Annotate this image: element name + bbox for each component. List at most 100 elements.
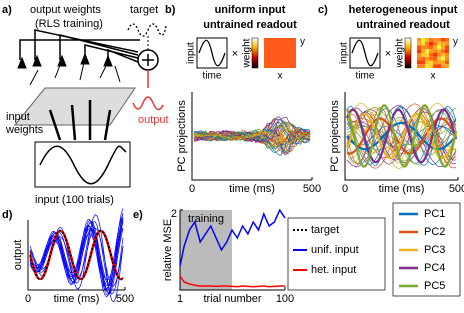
trace bbox=[346, 110, 457, 161]
weight-map bbox=[421, 60, 425, 65]
inset-sine bbox=[351, 39, 379, 67]
x-axis-label: time (ms) bbox=[229, 183, 275, 195]
panel-label: c) bbox=[318, 4, 328, 16]
weight-map bbox=[445, 45, 449, 50]
weight-map bbox=[445, 49, 449, 53]
panel-label: b) bbox=[165, 4, 176, 16]
inset-label: × bbox=[232, 48, 238, 60]
trace bbox=[193, 125, 311, 155]
inset-label: weight bbox=[242, 38, 253, 68]
weight-map bbox=[429, 64, 433, 68]
trace bbox=[346, 121, 457, 152]
y-axis-label: PC projections bbox=[176, 100, 188, 172]
trace bbox=[346, 102, 457, 169]
trace bbox=[345, 108, 458, 164]
trace bbox=[346, 113, 457, 159]
panel-label: d) bbox=[2, 209, 13, 221]
x-tick-label: 0 bbox=[189, 183, 195, 195]
legend-label: PC5 bbox=[424, 280, 445, 292]
inset-label: input bbox=[339, 42, 350, 64]
trace bbox=[29, 215, 124, 290]
weight-map bbox=[421, 56, 425, 61]
x-axis-label: time (ms) bbox=[379, 183, 425, 195]
inset-label: × bbox=[385, 48, 391, 60]
weight-map bbox=[445, 64, 449, 68]
weight-map bbox=[441, 53, 445, 57]
text: output bbox=[138, 114, 169, 126]
panel-subtitle: untrained readout bbox=[203, 19, 297, 31]
weight-map bbox=[417, 60, 421, 65]
weight-map bbox=[441, 56, 445, 61]
weight-map bbox=[417, 49, 421, 53]
inset-label: x bbox=[278, 71, 283, 82]
shade-label: training bbox=[188, 213, 224, 225]
weight-map bbox=[437, 41, 441, 46]
legend-label: unif. input bbox=[311, 244, 359, 256]
weight-map bbox=[429, 49, 433, 53]
weight-map bbox=[441, 38, 445, 42]
x-axis-label: time (ms) bbox=[54, 293, 100, 305]
weight-map bbox=[437, 38, 441, 42]
weight-map bbox=[421, 53, 425, 57]
inset-label: y bbox=[453, 37, 458, 48]
weight-map bbox=[433, 60, 437, 65]
line bbox=[179, 208, 286, 267]
panel-label: a) bbox=[2, 4, 12, 16]
x-tick-label: 0 bbox=[25, 293, 31, 305]
weight-map bbox=[441, 41, 445, 46]
weight-map bbox=[433, 45, 437, 50]
trace bbox=[346, 104, 457, 168]
weight-map bbox=[433, 41, 437, 46]
x-axis-label: trial number bbox=[203, 293, 261, 305]
y-axis-label: output bbox=[12, 240, 24, 271]
trace bbox=[29, 230, 124, 280]
weight-map bbox=[437, 56, 441, 61]
inset-sine bbox=[198, 39, 226, 67]
text: output weights bbox=[30, 4, 101, 16]
weight-map bbox=[429, 45, 433, 50]
inset-label: input bbox=[186, 42, 197, 64]
shade bbox=[180, 210, 232, 290]
weight-map bbox=[429, 38, 433, 42]
colorbar bbox=[404, 37, 412, 69]
panel-label: e) bbox=[133, 209, 143, 221]
trace bbox=[193, 117, 311, 144]
x-tick-label: 1 bbox=[177, 293, 183, 305]
y-axis-label: PC projections bbox=[329, 100, 341, 172]
y-axis-label: relative MSE bbox=[162, 219, 174, 281]
network-diagram bbox=[13, 23, 167, 188]
weight-map bbox=[421, 41, 425, 46]
inset-label: y bbox=[300, 37, 305, 48]
weight-map bbox=[425, 60, 429, 65]
weight-map bbox=[445, 60, 449, 65]
weight-map bbox=[425, 45, 429, 50]
weight-map bbox=[425, 53, 429, 57]
inset-label: time bbox=[203, 71, 222, 82]
text: (RLS training) bbox=[35, 18, 103, 30]
trace bbox=[346, 107, 457, 166]
weight-map bbox=[441, 45, 445, 50]
y-tick-label: 2 bbox=[171, 208, 177, 220]
panel-title: heterogeneous input bbox=[349, 4, 458, 16]
trace bbox=[193, 125, 311, 142]
weight-map bbox=[433, 49, 437, 53]
weight-map bbox=[429, 60, 433, 65]
panel-subtitle: untrained readout bbox=[356, 19, 450, 31]
inset-box bbox=[196, 37, 228, 69]
weight-map bbox=[429, 41, 433, 46]
legend-label: target bbox=[311, 224, 339, 236]
trace bbox=[346, 103, 457, 169]
weight-map bbox=[445, 56, 449, 61]
legend-box bbox=[287, 217, 386, 291]
weight-map bbox=[429, 53, 433, 57]
weight-map bbox=[429, 56, 433, 61]
legend-label: PC2 bbox=[424, 226, 445, 238]
weight-map bbox=[441, 60, 445, 65]
trace bbox=[29, 229, 124, 281]
trace bbox=[345, 104, 458, 169]
weight-map bbox=[417, 41, 421, 46]
weight-map bbox=[421, 38, 425, 42]
weight-map bbox=[441, 49, 445, 53]
weight-map bbox=[421, 64, 425, 68]
weight-map bbox=[445, 38, 449, 42]
